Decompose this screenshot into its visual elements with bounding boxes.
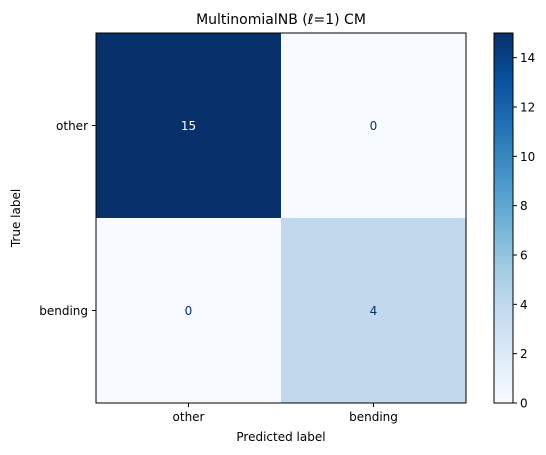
- chart-title: MultinomialNB (ℓ=1) CM: [196, 12, 366, 28]
- heatmap-cells: 15 0 0 4: [96, 33, 466, 403]
- heatmap-cell: [96, 33, 281, 218]
- y-tick-label: other: [56, 119, 88, 133]
- x-axis-label: Predicted label: [236, 430, 325, 444]
- x-tick-label: bending: [349, 410, 398, 424]
- x-axis-ticks: other bending: [173, 403, 398, 424]
- y-axis-ticks: other bending: [39, 119, 96, 318]
- x-tick-label: other: [173, 410, 205, 424]
- colorbar-tick-label: 14: [520, 51, 535, 65]
- colorbar-tick-label: 2: [520, 347, 528, 361]
- y-tick-label: bending: [39, 304, 88, 318]
- colorbar-tick-label: 0: [520, 397, 528, 411]
- cell-value-label: 0: [185, 304, 193, 318]
- colorbar: [493, 32, 514, 404]
- cell-value-label: 15: [181, 119, 196, 133]
- colorbar-tick-label: 12: [520, 101, 535, 115]
- y-axis-label: True label: [9, 189, 23, 248]
- heatmap-cell: [96, 218, 281, 403]
- cell-value-label: 4: [370, 304, 378, 318]
- heatmap-cell: [281, 33, 466, 218]
- colorbar-ticks: 0 2 4 6 8 10 12 14: [513, 51, 535, 411]
- colorbar-tick-label: 4: [520, 298, 528, 312]
- cell-value-label: 0: [370, 119, 378, 133]
- colorbar-tick-label: 10: [520, 150, 535, 164]
- colorbar-tick-label: 6: [520, 249, 528, 263]
- colorbar-tick-label: 8: [520, 199, 528, 213]
- plot-frame: [95, 32, 467, 404]
- heatmap-cell: [281, 218, 466, 403]
